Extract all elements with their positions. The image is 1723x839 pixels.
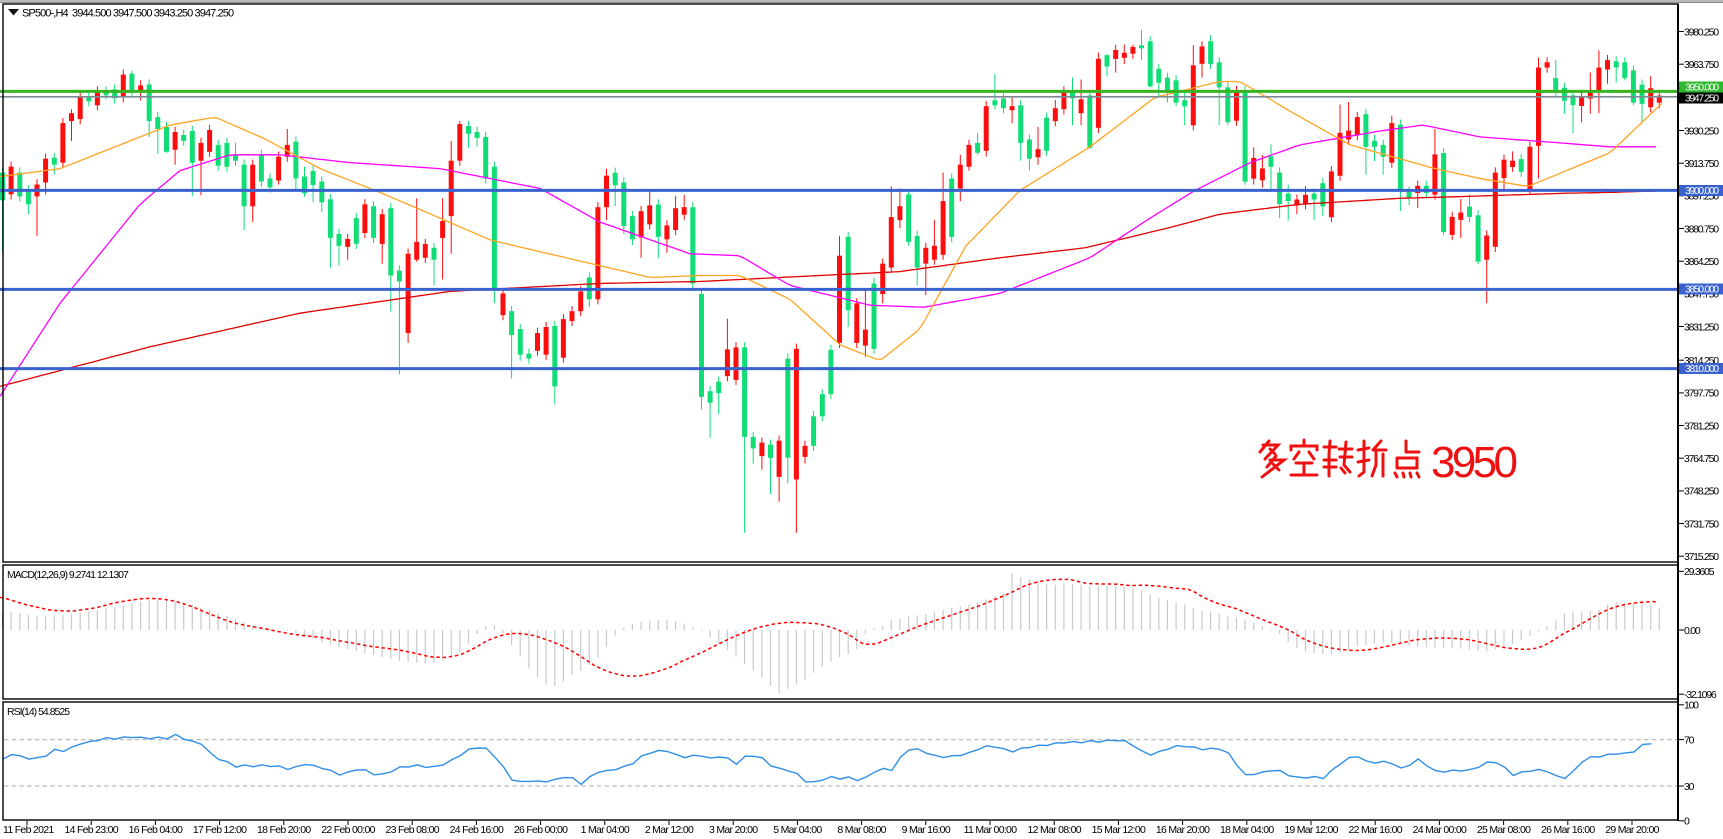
svg-text:3880.750: 3880.750 xyxy=(1684,223,1719,235)
svg-text:3764.750: 3764.750 xyxy=(1684,453,1719,465)
svg-text:3731.750: 3731.750 xyxy=(1684,518,1719,530)
svg-text:9 Mar 16:00: 9 Mar 16:00 xyxy=(902,824,951,836)
svg-text:26 Feb 00:00: 26 Feb 00:00 xyxy=(514,824,568,836)
svg-text:15 Mar 12:00: 15 Mar 12:00 xyxy=(1092,824,1146,836)
svg-text:8 Mar 08:00: 8 Mar 08:00 xyxy=(837,824,886,836)
svg-text:22 Feb 00:00: 22 Feb 00:00 xyxy=(321,824,375,836)
svg-text:24 Feb 16:00: 24 Feb 16:00 xyxy=(450,824,504,836)
svg-text:3950.000: 3950.000 xyxy=(1685,83,1719,94)
svg-text:3831.250: 3831.250 xyxy=(1684,321,1719,333)
svg-text:24 Mar 00:00: 24 Mar 00:00 xyxy=(1413,824,1467,836)
svg-text:3781.250: 3781.250 xyxy=(1684,420,1719,432)
svg-text:22 Mar 16:00: 22 Mar 16:00 xyxy=(1348,824,1402,836)
svg-text:3963.750: 3963.750 xyxy=(1684,59,1719,71)
svg-text:18 Mar 04:00: 18 Mar 04:00 xyxy=(1220,824,1274,836)
svg-text:29 Mar 20:00: 29 Mar 20:00 xyxy=(1605,824,1659,836)
svg-text:11 Feb 2021: 11 Feb 2021 xyxy=(3,824,54,836)
svg-text:3864.250: 3864.250 xyxy=(1684,256,1719,268)
svg-text:29.3605: 29.3605 xyxy=(1684,566,1715,578)
svg-text:25 Mar 08:00: 25 Mar 08:00 xyxy=(1477,824,1531,836)
svg-text:3748.250: 3748.250 xyxy=(1684,486,1719,498)
svg-text:MACD(12,26,9) 9.2741 12.1307: MACD(12,26,9) 9.2741 12.1307 xyxy=(7,569,129,581)
svg-text:3715.250: 3715.250 xyxy=(1684,551,1719,563)
svg-text:3900.000: 3900.000 xyxy=(1685,186,1719,197)
svg-text:SP500-,H4 3944.500 3947.500 3: SP500-,H4 3944.500 3947.500 3943.250 394… xyxy=(22,8,234,20)
svg-text:5 Mar 04:00: 5 Mar 04:00 xyxy=(773,824,822,836)
svg-text:16 Feb 04:00: 16 Feb 04:00 xyxy=(129,824,183,836)
svg-text:3947.250: 3947.250 xyxy=(1685,94,1719,105)
svg-text:3 Mar 20:00: 3 Mar 20:00 xyxy=(709,824,758,836)
svg-text:11 Mar 00:00: 11 Mar 00:00 xyxy=(964,824,1018,836)
svg-text:14 Feb 23:00: 14 Feb 23:00 xyxy=(64,824,118,836)
svg-text:18 Feb 20:00: 18 Feb 20:00 xyxy=(257,824,311,836)
svg-text:100: 100 xyxy=(1684,700,1699,712)
svg-text:3797.750: 3797.750 xyxy=(1684,388,1719,400)
svg-text:RSI(14) 54.8525: RSI(14) 54.8525 xyxy=(7,706,70,718)
svg-text:70: 70 xyxy=(1684,734,1695,746)
svg-text:3810.000: 3810.000 xyxy=(1685,364,1719,375)
svg-text:3850.000: 3850.000 xyxy=(1685,285,1719,296)
svg-text:19 Mar 12:00: 19 Mar 12:00 xyxy=(1284,824,1338,836)
svg-text:3930.250: 3930.250 xyxy=(1684,125,1719,137)
svg-text:-32.1096: -32.1096 xyxy=(1684,689,1717,701)
svg-text:3913.750: 3913.750 xyxy=(1684,158,1719,170)
svg-text:17 Feb 12:00: 17 Feb 12:00 xyxy=(193,824,247,836)
svg-text:3950: 3950 xyxy=(1431,438,1518,487)
svg-text:16 Mar 20:00: 16 Mar 20:00 xyxy=(1156,824,1210,836)
svg-text:23 Feb 08:00: 23 Feb 08:00 xyxy=(385,824,439,836)
svg-text:12 Mar 08:00: 12 Mar 08:00 xyxy=(1027,824,1081,836)
svg-text:2 Mar 12:00: 2 Mar 12:00 xyxy=(645,824,694,836)
svg-text:30: 30 xyxy=(1684,781,1695,793)
svg-text:0.00: 0.00 xyxy=(1684,625,1701,637)
svg-text:0: 0 xyxy=(1684,816,1690,828)
svg-text:26 Mar 16:00: 26 Mar 16:00 xyxy=(1541,824,1595,836)
svg-text:3980.250: 3980.250 xyxy=(1684,26,1719,38)
svg-text:1 Mar 04:00: 1 Mar 04:00 xyxy=(581,824,630,836)
